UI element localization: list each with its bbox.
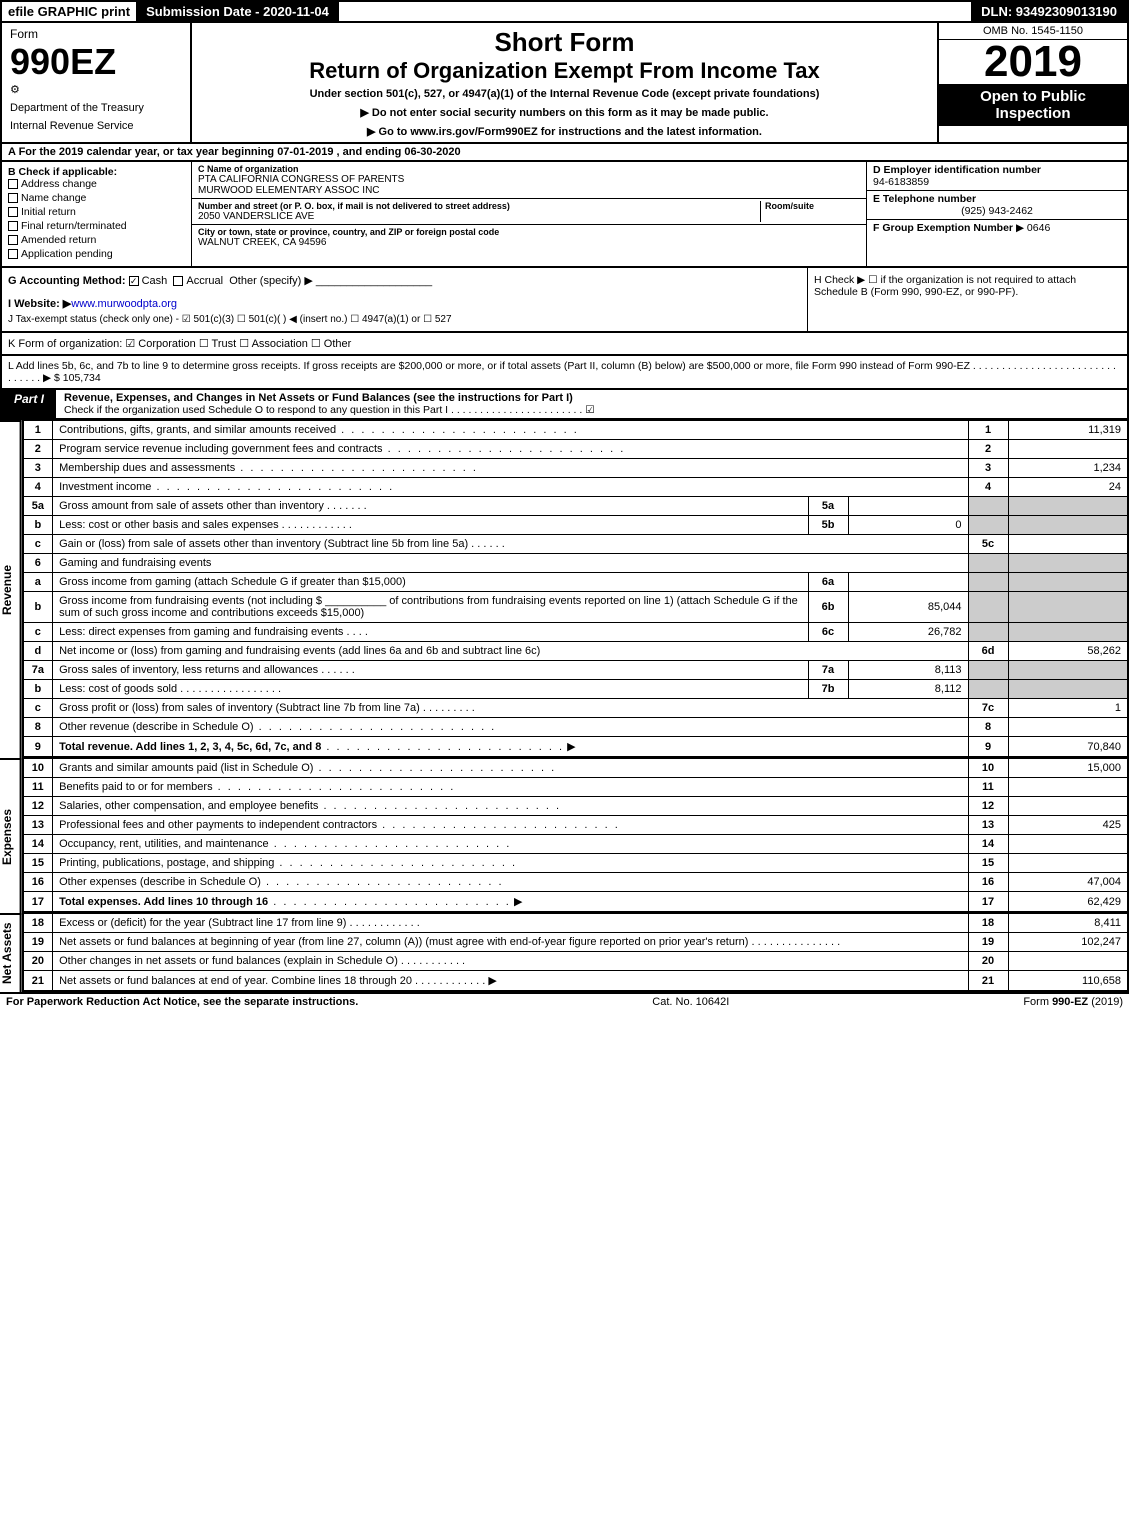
row-a-tax-year: A For the 2019 calendar year, or tax yea… [0, 144, 1129, 162]
group-block: F Group Exemption Number ▶ 0646 [867, 220, 1127, 236]
col-b-checkboxes: B Check if applicable: Address change Na… [2, 162, 192, 266]
g-left: G Accounting Method: Cash Accrual Other … [2, 268, 807, 331]
goto-link[interactable]: ▶ Go to www.irs.gov/Form990EZ for instru… [200, 125, 929, 138]
tel-label: E Telephone number [873, 193, 1121, 205]
netassets-section: Net Assets 18Excess or (deficit) for the… [0, 913, 1129, 992]
form-title-1: Short Form [200, 27, 929, 58]
form-title-2: Return of Organization Exempt From Incom… [200, 58, 929, 84]
revenue-side-label: Revenue [0, 420, 22, 758]
expenses-side-label: Expenses [0, 758, 22, 913]
gross-receipts: 105,734 [63, 372, 101, 384]
section-bc: B Check if applicable: Address change Na… [0, 162, 1129, 268]
top-bar: efile GRAPHIC print Submission Date - 20… [0, 0, 1129, 23]
part-1-label: Part I [2, 390, 56, 418]
department: Department of the Treasury [10, 102, 182, 114]
header-center: Short Form Return of Organization Exempt… [192, 23, 937, 142]
revenue-table: 1Contributions, gifts, grants, and simil… [22, 420, 1129, 758]
h-check: H Check ▶ ☐ if the organization is not r… [807, 268, 1127, 331]
expenses-section: Expenses 10Grants and similar amounts pa… [0, 758, 1129, 913]
street-label: Number and street (or P. O. box, if mail… [198, 201, 760, 211]
submission-date: Submission Date - 2020-11-04 [136, 2, 339, 21]
header-right: OMB No. 1545-1150 2019 Open to Public In… [937, 23, 1127, 142]
form-version: Form 990-EZ (2019) [1023, 996, 1123, 1008]
org-name-block: C Name of organization PTA CALIFORNIA CO… [192, 162, 866, 199]
tax-exempt-status: J Tax-exempt status (check only one) - ☑… [8, 314, 801, 325]
chk-cash[interactable] [129, 276, 139, 286]
street-block: Number and street (or P. O. box, if mail… [192, 199, 866, 225]
city-value: WALNUT CREEK, CA 94596 [198, 237, 860, 248]
tel-value: (925) 943-2462 [873, 205, 1121, 217]
ein-block: D Employer identification number 94-6183… [867, 162, 1127, 191]
tax-year: 2019 [939, 40, 1127, 84]
part-1-header: Part I Revenue, Expenses, and Changes in… [0, 390, 1129, 420]
page-footer: For Paperwork Reduction Act Notice, see … [0, 992, 1129, 1010]
part-1-title: Revenue, Expenses, and Changes in Net As… [56, 390, 603, 418]
chk-initial[interactable]: Initial return [8, 206, 185, 218]
accounting-method: G Accounting Method: Cash Accrual Other … [8, 274, 801, 287]
row-g-section: G Accounting Method: Cash Accrual Other … [0, 268, 1129, 333]
chk-accrual[interactable] [173, 276, 183, 286]
website-row: I Website: ▶www.murwoodpta.org [8, 297, 801, 310]
chk-name[interactable]: Name change [8, 192, 185, 204]
ein-value: 94-6183859 [873, 176, 1121, 188]
revenue-section: Revenue 1Contributions, gifts, grants, a… [0, 420, 1129, 758]
open-to-public: Open to Public Inspection [939, 84, 1127, 126]
room-label: Room/suite [765, 201, 860, 211]
efile-label[interactable]: efile GRAPHIC print [2, 2, 136, 21]
chk-amended[interactable]: Amended return [8, 234, 185, 246]
row-l: L Add lines 5b, 6c, and 7b to line 9 to … [0, 356, 1129, 390]
ein-label: D Employer identification number [873, 164, 1121, 176]
treasury-seal-icon: ⚙ [10, 83, 182, 96]
paperwork-notice: For Paperwork Reduction Act Notice, see … [6, 996, 358, 1008]
city-block: City or town, state or province, country… [192, 225, 866, 250]
col-d-ein: D Employer identification number 94-6183… [867, 162, 1127, 266]
street-value: 2050 VANDERSLICE AVE [198, 211, 760, 222]
header-left: Form 990EZ ⚙ Department of the Treasury … [2, 23, 192, 142]
expenses-table: 10Grants and similar amounts paid (list … [22, 758, 1129, 913]
cat-number: Cat. No. 10642I [652, 996, 729, 1008]
org-name-1: PTA CALIFORNIA CONGRESS OF PARENTS [198, 174, 860, 185]
netassets-table: 18Excess or (deficit) for the year (Subt… [22, 913, 1129, 992]
irs: Internal Revenue Service [10, 120, 182, 132]
b-label: B Check if applicable: [8, 166, 185, 178]
org-name-2: MURWOOD ELEMENTARY ASSOC INC [198, 185, 860, 196]
chk-address[interactable]: Address change [8, 178, 185, 190]
chk-pending[interactable]: Application pending [8, 248, 185, 260]
row-k: K Form of organization: ☑ Corporation ☐ … [0, 333, 1129, 356]
under-section: Under section 501(c), 527, or 4947(a)(1)… [200, 88, 929, 100]
col-c-org-info: C Name of organization PTA CALIFORNIA CO… [192, 162, 867, 266]
tel-block: E Telephone number (925) 943-2462 [867, 191, 1127, 220]
c-name-label: C Name of organization [198, 164, 860, 174]
form-number: 990EZ [10, 41, 182, 83]
city-label: City or town, state or province, country… [198, 227, 860, 237]
group-label: F Group Exemption Number [873, 222, 1013, 234]
netassets-side-label: Net Assets [0, 913, 22, 992]
chk-final[interactable]: Final return/terminated [8, 220, 185, 232]
ssn-warning: ▶ Do not enter social security numbers o… [200, 106, 929, 119]
group-value: ▶ 0646 [1016, 222, 1050, 234]
form-word: Form [10, 27, 182, 41]
dln-label: DLN: 93492309013190 [971, 2, 1127, 21]
form-header: Form 990EZ ⚙ Department of the Treasury … [0, 23, 1129, 144]
website-link[interactable]: www.murwoodpta.org [71, 298, 177, 310]
